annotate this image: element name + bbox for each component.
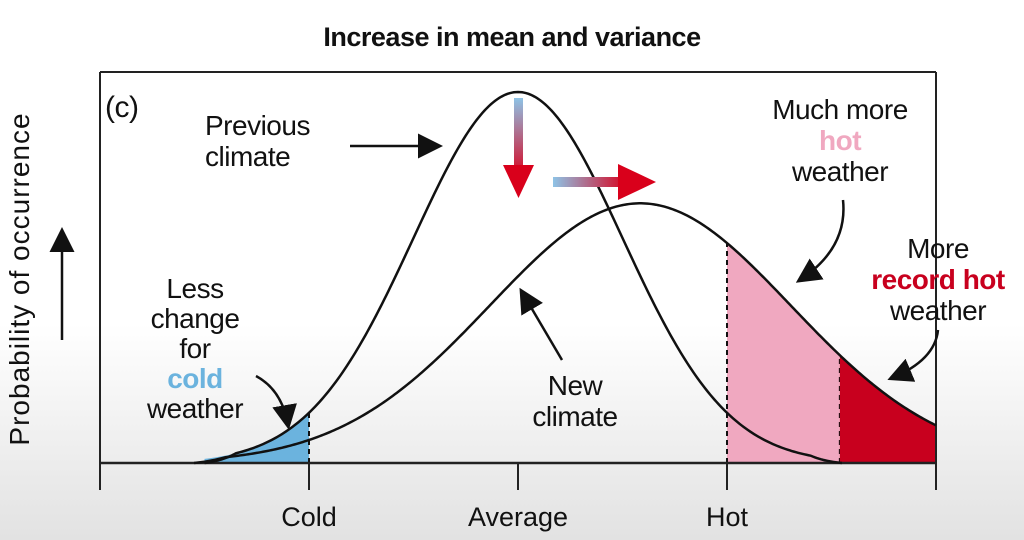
cold-arrow-icon	[255, 374, 297, 430]
hot-label-2: hot	[818, 125, 862, 156]
cold-label-5: weather	[146, 393, 244, 424]
record-label-3: weather	[889, 295, 987, 326]
cold-label-3: for	[179, 333, 211, 364]
cold-label-2: change	[150, 303, 240, 334]
shaded-region-hot	[727, 243, 840, 463]
shaded-region-record-hot	[839, 355, 936, 463]
down-arrow-icon	[503, 98, 534, 198]
record-hot-arrow-icon	[887, 329, 940, 382]
record-label-1: More	[907, 233, 969, 264]
new-climate-curve	[193, 202, 937, 465]
x-tick-label: Average	[467, 502, 569, 532]
previous-label-1: Previous	[205, 110, 310, 141]
previous-label-2: climate	[205, 141, 291, 172]
hot-label-3: weather	[791, 156, 889, 187]
cold-label-4: cold	[167, 363, 223, 394]
new-label-1: New	[547, 370, 603, 401]
record-label-2: record hot	[871, 264, 1005, 295]
x-tick-label: Cold	[281, 502, 337, 532]
shaded-region-cold	[204, 412, 309, 463]
hot-arrow-icon	[795, 199, 845, 283]
cold-label-1: Less	[166, 273, 224, 304]
x-tick-label: Hot	[705, 502, 749, 532]
chart-title: Increase in mean and variance	[323, 22, 701, 52]
new-climate-arrow-icon	[519, 287, 564, 361]
right-arrow-icon	[553, 164, 656, 200]
new-label-2: climate	[532, 401, 618, 432]
panel-label: (c)	[105, 91, 139, 124]
previous-climate-curve	[204, 90, 843, 465]
hot-label-1: Much more	[772, 94, 908, 125]
